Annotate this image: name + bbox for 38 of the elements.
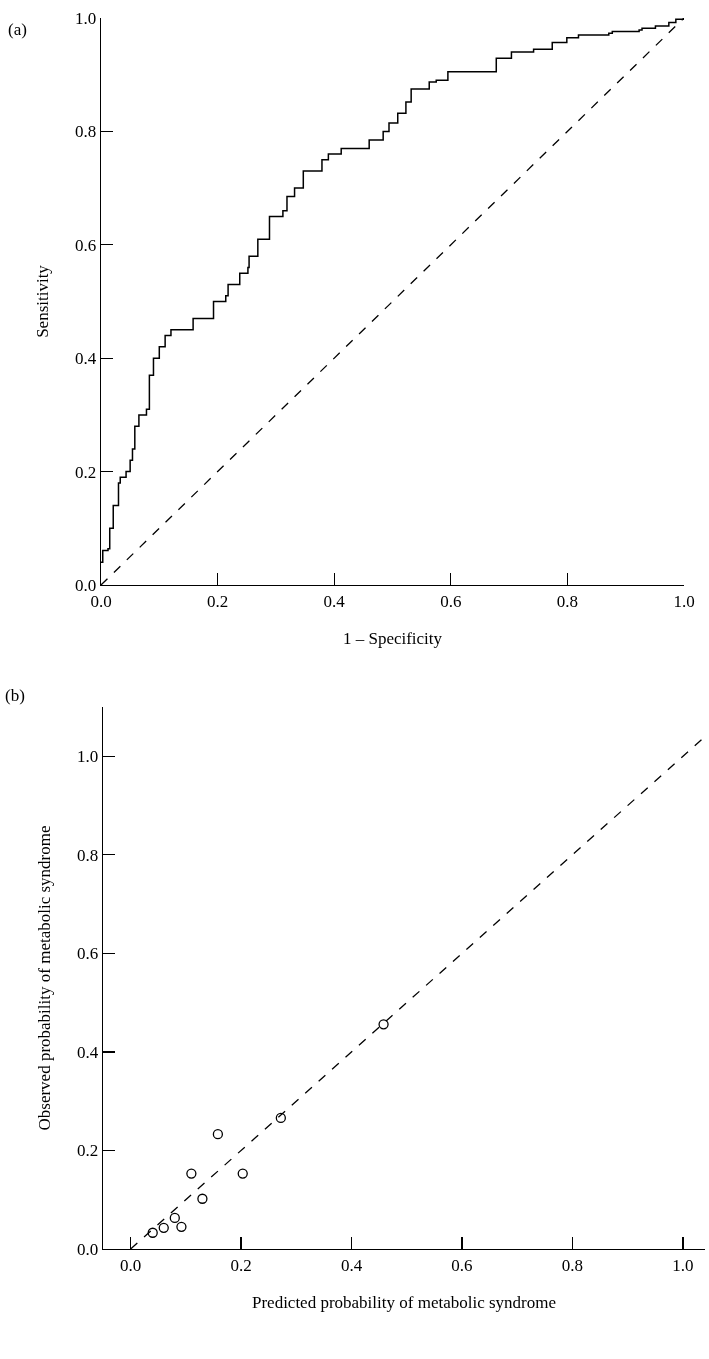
point [176,1221,187,1232]
x-tick-label: 1.0 [673,591,695,611]
x-tick-label: 0.0 [119,1255,142,1275]
point [158,1222,169,1233]
x-tick-label: 0.4 [323,591,346,611]
x-tick-label: 0.4 [340,1255,363,1275]
point [275,1112,286,1124]
x-tick-label: 0.8 [556,591,579,611]
y-tick-label: 0.4 [75,349,97,369]
y-tick-label: 0.6 [75,235,97,255]
x-tick-label: 0.6 [451,1255,473,1275]
point [186,1168,197,1179]
y-axis-title: Observed probability of metabolic syndrome [34,825,54,1131]
point [197,1193,208,1204]
text: (a) [8,20,27,39]
x-tick-label: 0.2 [230,1255,252,1275]
y-tick-label: 0.8 [77,845,99,865]
point [378,1019,389,1030]
y-tick-label: 0.2 [75,462,97,482]
y-axis-title: Sensitivity [32,264,52,338]
y-tick-label: 0.8 [75,122,97,142]
x-axis-title: Predicted probability of metabolic syndrome [251,1292,557,1312]
y-tick-label: 1.0 [75,8,97,28]
x-tick-label: 0.8 [561,1255,584,1275]
y-tick-label: 0.4 [77,1042,99,1062]
point [237,1168,248,1179]
y-tick-label: 0.0 [77,1239,99,1259]
y-tick-label: 0.6 [77,944,99,964]
x-axis-title: 1 – Specificity [342,628,443,648]
point [147,1227,158,1238]
x-tick-label: 1.0 [672,1255,694,1275]
x-tick-label: 0.6 [440,591,462,611]
text: (b) [5,686,25,705]
point [212,1129,224,1140]
x-tick-label: 0.2 [206,591,229,611]
point [169,1212,180,1224]
y-tick-label: 1.0 [77,747,99,767]
y-tick-label: 0.2 [77,1141,99,1161]
